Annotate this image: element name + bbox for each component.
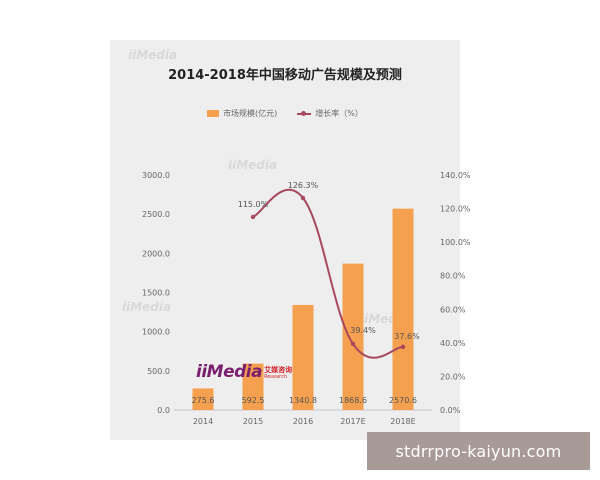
y-left-tick-label: 3000.0 bbox=[142, 171, 170, 180]
x-tick-label: 2014 bbox=[193, 417, 213, 426]
bar-data-label: 592.5 bbox=[242, 396, 265, 405]
growth-point bbox=[350, 341, 356, 347]
x-tick-label: 2016 bbox=[293, 417, 313, 426]
bar-data-label: 1868.6 bbox=[339, 396, 367, 405]
watermark-text: stdrrpro-kaiyun.com bbox=[395, 441, 562, 461]
bar-data-label: 1340.8 bbox=[289, 396, 317, 405]
legend-label-line: 增长率（%） bbox=[315, 109, 363, 118]
bar bbox=[342, 263, 364, 410]
y-right-tick-label: 60.0% bbox=[440, 305, 466, 314]
bar bbox=[192, 388, 214, 410]
logo-main-text: iiMedia bbox=[196, 362, 263, 382]
line-data-label: 37.6% bbox=[394, 332, 420, 341]
y-right-tick-label: 80.0% bbox=[440, 272, 466, 281]
chart-legend: 市场规模(亿元) 增长率（%） bbox=[110, 108, 460, 119]
growth-point bbox=[300, 195, 306, 201]
x-tick-label: 2018E bbox=[390, 417, 415, 426]
logo-en-text: Research bbox=[264, 374, 288, 380]
y-right-tick-label: 40.0% bbox=[440, 339, 466, 348]
legend-item-bar: 市场规模(亿元) bbox=[207, 108, 277, 119]
y-right-tick-label: 140.0% bbox=[440, 171, 471, 180]
growth-line bbox=[252, 188, 404, 359]
y-left-tick-label: 1000.0 bbox=[142, 328, 170, 337]
line-data-label: 115.0% bbox=[238, 200, 269, 209]
bar bbox=[242, 363, 264, 410]
growth-point bbox=[250, 214, 256, 220]
logo-side: 艾媒咨询 Research bbox=[264, 366, 292, 380]
legend-item-line: 增长率（%） bbox=[297, 108, 363, 119]
y-left-tick-label: 0.0 bbox=[157, 406, 170, 415]
y-left-tick-label: 1500.0 bbox=[142, 289, 170, 298]
bar bbox=[292, 304, 314, 410]
y-right-tick-label: 0.0% bbox=[440, 406, 461, 415]
bar-data-label: 275.6 bbox=[192, 396, 215, 405]
faint-logo-mark: iiMedia bbox=[122, 300, 172, 314]
y-left-tick-label: 500.0 bbox=[147, 367, 170, 376]
legend-label-bar: 市场规模(亿元) bbox=[223, 109, 278, 118]
y-right-tick-label: 120.0% bbox=[440, 205, 471, 214]
iimedia-logo: iiMedia 艾媒咨询 Research bbox=[196, 362, 292, 382]
bar-data-label: 2570.6 bbox=[389, 396, 417, 405]
bar bbox=[392, 208, 414, 410]
legend-swatch-line bbox=[297, 110, 312, 116]
x-tick-label: 2017E bbox=[340, 417, 365, 426]
chart-title: 2014-2018年中国移动广告规模及预测 bbox=[168, 68, 402, 83]
faint-logo-mark: iiMedia bbox=[228, 158, 278, 172]
x-tick-label: 2015 bbox=[243, 417, 263, 426]
growth-point bbox=[400, 344, 406, 350]
y-right-tick-label: 100.0% bbox=[440, 238, 471, 247]
watermark-banner: stdrrpro-kaiyun.com bbox=[367, 432, 590, 470]
y-left-tick-label: 2000.0 bbox=[142, 249, 170, 258]
y-right-tick-label: 20.0% bbox=[440, 372, 466, 381]
logo-cn-text: 艾媒咨询 bbox=[264, 366, 293, 374]
legend-swatch-bar bbox=[207, 110, 220, 117]
line-data-label: 126.3% bbox=[288, 181, 319, 190]
y-left-tick-label: 2500.0 bbox=[142, 210, 170, 219]
faint-logo-mark: iiMedia bbox=[128, 48, 178, 62]
line-data-label: 39.4% bbox=[350, 326, 376, 335]
